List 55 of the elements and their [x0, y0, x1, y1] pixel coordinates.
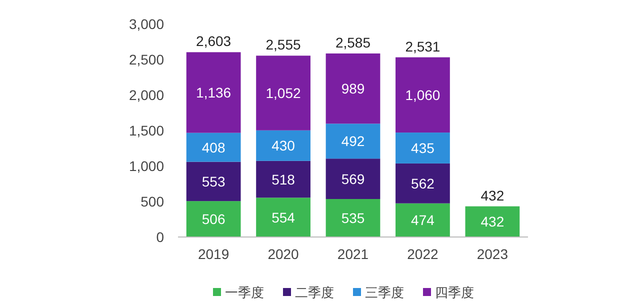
- bar: [396, 203, 450, 237]
- bar: [396, 132, 450, 164]
- bar: [256, 160, 310, 198]
- x-tick-label: 2021: [337, 246, 369, 262]
- x-tick-label: 2019: [198, 246, 230, 262]
- data-label: 1,052: [266, 85, 302, 102]
- bar: [186, 201, 241, 237]
- y-tick-label: 1,500: [128, 122, 164, 138]
- total-label: 2,531: [405, 38, 440, 54]
- bar: [326, 53, 380, 124]
- y-tick-label: 3,000: [128, 16, 164, 32]
- data-label: 474: [411, 212, 435, 228]
- data-label: 408: [202, 139, 226, 156]
- bar: [326, 124, 380, 159]
- legend-label: 四季度: [435, 285, 474, 300]
- data-label: 432: [480, 214, 504, 230]
- bar: [396, 163, 450, 204]
- total-label: 2,603: [196, 33, 232, 50]
- total-label: 432: [480, 187, 504, 204]
- data-label: 535: [341, 210, 365, 226]
- legend-label: 一季度: [225, 285, 264, 300]
- bar: [186, 132, 241, 162]
- x-tick-label: 2023: [476, 246, 508, 262]
- bar: [186, 162, 241, 202]
- y-tick-label: 2,000: [128, 87, 164, 103]
- y-tick-label: 0: [156, 229, 164, 245]
- data-label: 989: [341, 80, 365, 97]
- bar: [256, 56, 310, 130]
- data-label: 492: [341, 133, 365, 150]
- bar: [256, 130, 310, 161]
- data-label: 1,060: [405, 86, 440, 103]
- y-tick-label: 1,000: [128, 158, 164, 174]
- x-tick-label: 2020: [268, 246, 300, 262]
- data-label: 1,136: [196, 84, 232, 101]
- data-label: 435: [411, 140, 435, 156]
- bar: [186, 52, 241, 133]
- data-label: 562: [411, 175, 435, 192]
- total-label: 2,555: [266, 36, 302, 53]
- data-label: 553: [202, 173, 226, 190]
- data-label: 506: [202, 211, 226, 228]
- data-label: 518: [272, 171, 296, 188]
- data-label: 430: [272, 138, 296, 154]
- data-label: 554: [272, 209, 296, 226]
- x-tick-label: 2022: [407, 246, 438, 262]
- data-label: 569: [341, 170, 365, 187]
- bar: [326, 199, 380, 237]
- y-tick-label: 500: [140, 194, 164, 210]
- y-tick-label: 2,500: [128, 52, 164, 68]
- total-label: 2,585: [335, 34, 371, 50]
- bar: [256, 198, 310, 237]
- legend-label: 二季度: [295, 285, 334, 300]
- bar: [396, 57, 450, 133]
- bar: [326, 158, 380, 200]
- bar: [465, 206, 520, 237]
- legend-label: 三季度: [365, 285, 404, 300]
